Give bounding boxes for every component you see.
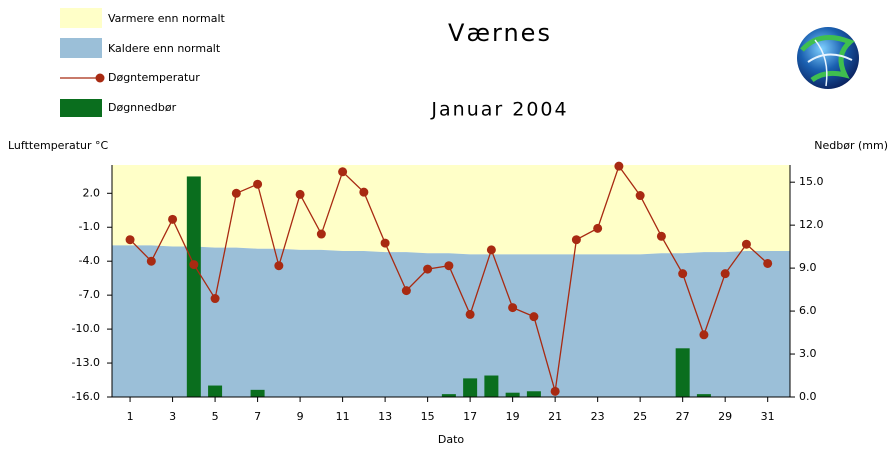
x-tick-label: 13 — [378, 410, 392, 423]
legend-label: Døgnnedbør — [108, 101, 177, 114]
x-tick-label: 31 — [761, 410, 775, 423]
temp-point — [316, 229, 326, 239]
temp-point — [146, 256, 156, 266]
temp-point — [678, 269, 688, 279]
y-tick-label: 2.0 — [83, 186, 101, 199]
x-tick-label: 15 — [421, 410, 435, 423]
temp-point — [763, 258, 773, 268]
x-tick-label: 3 — [169, 410, 176, 423]
x-tick-label: 29 — [718, 410, 732, 423]
temp-point — [720, 269, 730, 279]
x-tick-label: 23 — [591, 410, 605, 423]
x-tick-label: 17 — [463, 410, 477, 423]
chart-subtitle: Januar 2004 — [430, 99, 568, 121]
legend-label: Kaldere enn normalt — [108, 42, 221, 55]
temp-point — [168, 214, 178, 224]
temp-point — [508, 303, 518, 313]
temp-point — [465, 309, 475, 319]
temp-point — [189, 260, 199, 270]
y2-tick-label: 0.0 — [799, 390, 817, 403]
precip-bar — [463, 378, 478, 397]
y-tick-label: -16.0 — [72, 390, 100, 403]
y-tick-label: -10.0 — [72, 322, 100, 335]
temp-point — [741, 239, 751, 249]
y-tick-label: -4.0 — [79, 254, 100, 267]
y2-tick-label: 3.0 — [799, 347, 817, 360]
colder-area — [112, 245, 790, 397]
precip-bar — [441, 394, 456, 397]
x-tick-label: 5 — [212, 410, 219, 423]
temp-point — [486, 245, 496, 255]
temp-point — [231, 188, 241, 198]
x-tick-label: 9 — [297, 410, 304, 423]
chart-title: Værnes — [448, 19, 552, 47]
temp-point — [274, 261, 284, 271]
x-tick-label: 25 — [633, 410, 647, 423]
x-tick-label: 21 — [548, 410, 562, 423]
legend-label: Varmere enn normalt — [108, 12, 226, 25]
precip-bar — [186, 176, 201, 397]
y-axis-label: Lufttemperatur °C — [8, 139, 109, 152]
y2-axis-label: Nedbør (mm) — [814, 139, 888, 152]
temp-point — [593, 223, 603, 233]
y-tick-label: -1.0 — [79, 220, 100, 233]
temp-point — [253, 179, 263, 189]
temp-point — [656, 231, 666, 241]
precip-bar — [526, 391, 541, 397]
legend-marker — [95, 73, 105, 83]
temp-point — [444, 261, 454, 271]
temp-point — [614, 161, 624, 171]
legend-label: Døgntemperatur — [108, 71, 200, 84]
x-tick-label: 7 — [254, 410, 261, 423]
temp-point — [125, 235, 135, 245]
temp-point — [635, 191, 645, 201]
precip-bar — [675, 348, 690, 397]
temp-point — [550, 386, 560, 396]
temp-point — [571, 235, 581, 245]
legend-swatch — [60, 38, 102, 58]
legend-swatch — [60, 8, 102, 28]
precip-bar — [505, 392, 520, 397]
x-tick-label: 11 — [336, 410, 350, 423]
precip-bar — [484, 375, 499, 397]
temp-point — [423, 264, 433, 274]
x-tick-label: 19 — [506, 410, 520, 423]
y2-tick-label: 12.0 — [799, 218, 824, 231]
temp-point — [359, 187, 369, 197]
temp-point — [401, 286, 411, 296]
y2-tick-label: 15.0 — [799, 175, 824, 188]
temp-point — [210, 294, 220, 304]
precip-bar — [696, 394, 711, 397]
y2-tick-label: 6.0 — [799, 304, 817, 317]
temp-point — [699, 330, 709, 340]
warmer-area — [112, 165, 790, 255]
precip-bar — [250, 389, 265, 397]
precip-bar — [208, 385, 223, 397]
x-tick-label: 1 — [127, 410, 134, 423]
temp-point — [380, 238, 390, 248]
y-tick-label: -13.0 — [72, 356, 100, 369]
x-tick-label: 27 — [676, 410, 690, 423]
y2-tick-label: 9.0 — [799, 261, 817, 274]
legend-swatch — [60, 99, 102, 117]
temp-point — [338, 167, 348, 177]
temp-point — [529, 312, 539, 322]
x-axis-label: Dato — [438, 433, 465, 446]
temp-point — [295, 189, 305, 199]
logo — [797, 27, 859, 89]
y-tick-label: -7.0 — [79, 288, 100, 301]
